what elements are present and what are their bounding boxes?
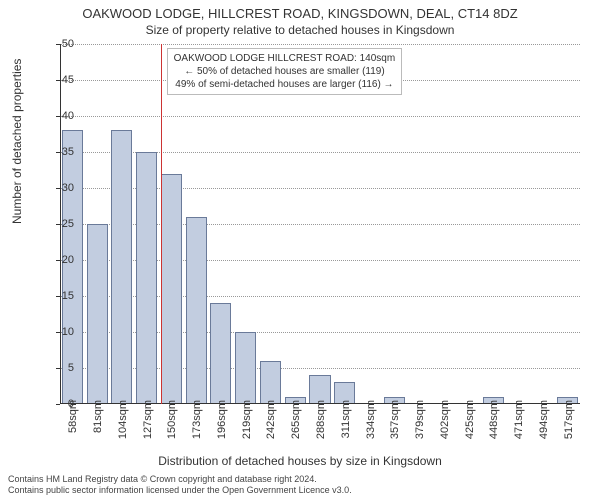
x-tick-label: 242sqm [265,400,277,439]
x-tick-label: 517sqm [563,400,575,439]
annotation-line: OAKWOOD LODGE HILLCREST ROAD: 140sqm [174,52,396,65]
bar [210,303,231,404]
x-tick-label: 357sqm [389,400,401,439]
y-tick-label: 0 [34,398,74,410]
title-sub: Size of property relative to detached ho… [0,21,600,37]
x-tick-label: 196sqm [216,400,228,439]
annotation-line: ← 50% of detached houses are smaller (11… [174,65,396,78]
x-tick-label: 311sqm [340,400,352,438]
bar [260,361,281,404]
bar [87,224,108,404]
plot-region: 58sqm81sqm104sqm127sqm150sqm173sqm196sqm… [60,44,580,404]
reference-line [161,44,162,404]
y-tick-label: 50 [34,38,74,50]
x-tick-label: 494sqm [538,400,550,439]
x-tick-label: 288sqm [315,400,327,439]
x-tick-label: 402sqm [439,400,451,439]
gridline [60,116,580,117]
bar [186,217,207,404]
y-tick-label: 40 [34,110,74,122]
x-axis-label: Distribution of detached houses by size … [0,454,600,468]
bar [111,130,132,404]
x-tick-label: 471sqm [513,400,525,439]
footnote: Contains HM Land Registry data © Crown c… [8,474,352,496]
annotation-box: OAKWOOD LODGE HILLCREST ROAD: 140sqm← 50… [167,48,403,95]
x-axis-line [60,403,580,404]
x-tick-label: 127sqm [142,400,154,439]
x-tick-label: 173sqm [191,400,203,439]
bar [235,332,256,404]
title-main: OAKWOOD LODGE, HILLCREST ROAD, KINGSDOWN… [0,0,600,21]
y-tick-label: 5 [34,362,74,374]
x-tick-label: 265sqm [290,400,302,439]
bar [136,152,157,404]
bar [161,174,182,404]
chart-container: OAKWOOD LODGE, HILLCREST ROAD, KINGSDOWN… [0,0,600,500]
gridline [60,44,580,45]
x-tick-label: 334sqm [365,400,377,439]
y-tick-label: 30 [34,182,74,194]
y-tick-label: 10 [34,326,74,338]
x-tick-label: 104sqm [117,400,129,439]
x-tick-label: 219sqm [241,400,253,439]
x-tick-label: 81sqm [92,400,104,433]
y-axis-label: Number of detached properties [10,59,24,224]
x-tick-label: 150sqm [166,400,178,439]
chart-area: 58sqm81sqm104sqm127sqm150sqm173sqm196sqm… [60,44,580,404]
y-tick-label: 45 [34,74,74,86]
annotation-line: 49% of semi-detached houses are larger (… [174,78,396,91]
y-tick-label: 15 [34,290,74,302]
x-tick-label: 379sqm [414,400,426,439]
footnote-line-2: Contains public sector information licen… [8,485,352,496]
y-tick-label: 20 [34,254,74,266]
x-tick-label: 425sqm [464,400,476,439]
x-tick-label: 448sqm [488,400,500,439]
y-tick-label: 25 [34,218,74,230]
footnote-line-1: Contains HM Land Registry data © Crown c… [8,474,352,485]
y-tick-label: 35 [34,146,74,158]
